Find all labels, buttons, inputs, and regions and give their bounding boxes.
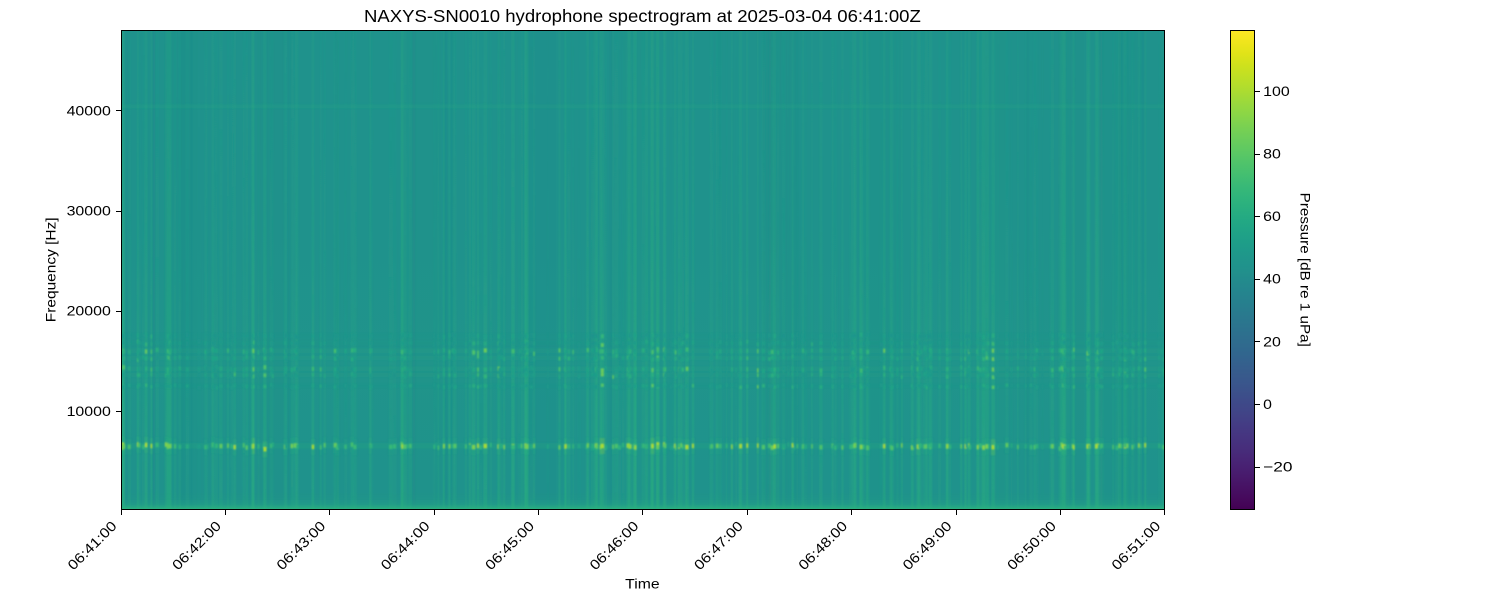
svg-text:30000: 30000 [67,203,111,219]
svg-text:10000: 10000 [67,403,111,419]
svg-text:Time: Time [625,576,660,592]
svg-text:40: 40 [1263,271,1281,287]
svg-text:20000: 20000 [67,303,111,319]
svg-text:60: 60 [1263,208,1281,224]
svg-text:NAXYS-SN0010 hydrophone spectr: NAXYS-SN0010 hydrophone spectrogram at 2… [364,6,921,26]
svg-text:40000: 40000 [67,102,111,118]
svg-text:100: 100 [1263,83,1290,99]
svg-text:Pressure [dB re 1 uPa]: Pressure [dB re 1 uPa] [1297,193,1313,347]
svg-text:Frequency [Hz]: Frequency [Hz] [43,217,59,322]
svg-text:20: 20 [1263,333,1281,349]
svg-text:−20: −20 [1263,459,1293,475]
svg-text:80: 80 [1263,146,1281,162]
svg-text:0: 0 [1263,396,1272,412]
